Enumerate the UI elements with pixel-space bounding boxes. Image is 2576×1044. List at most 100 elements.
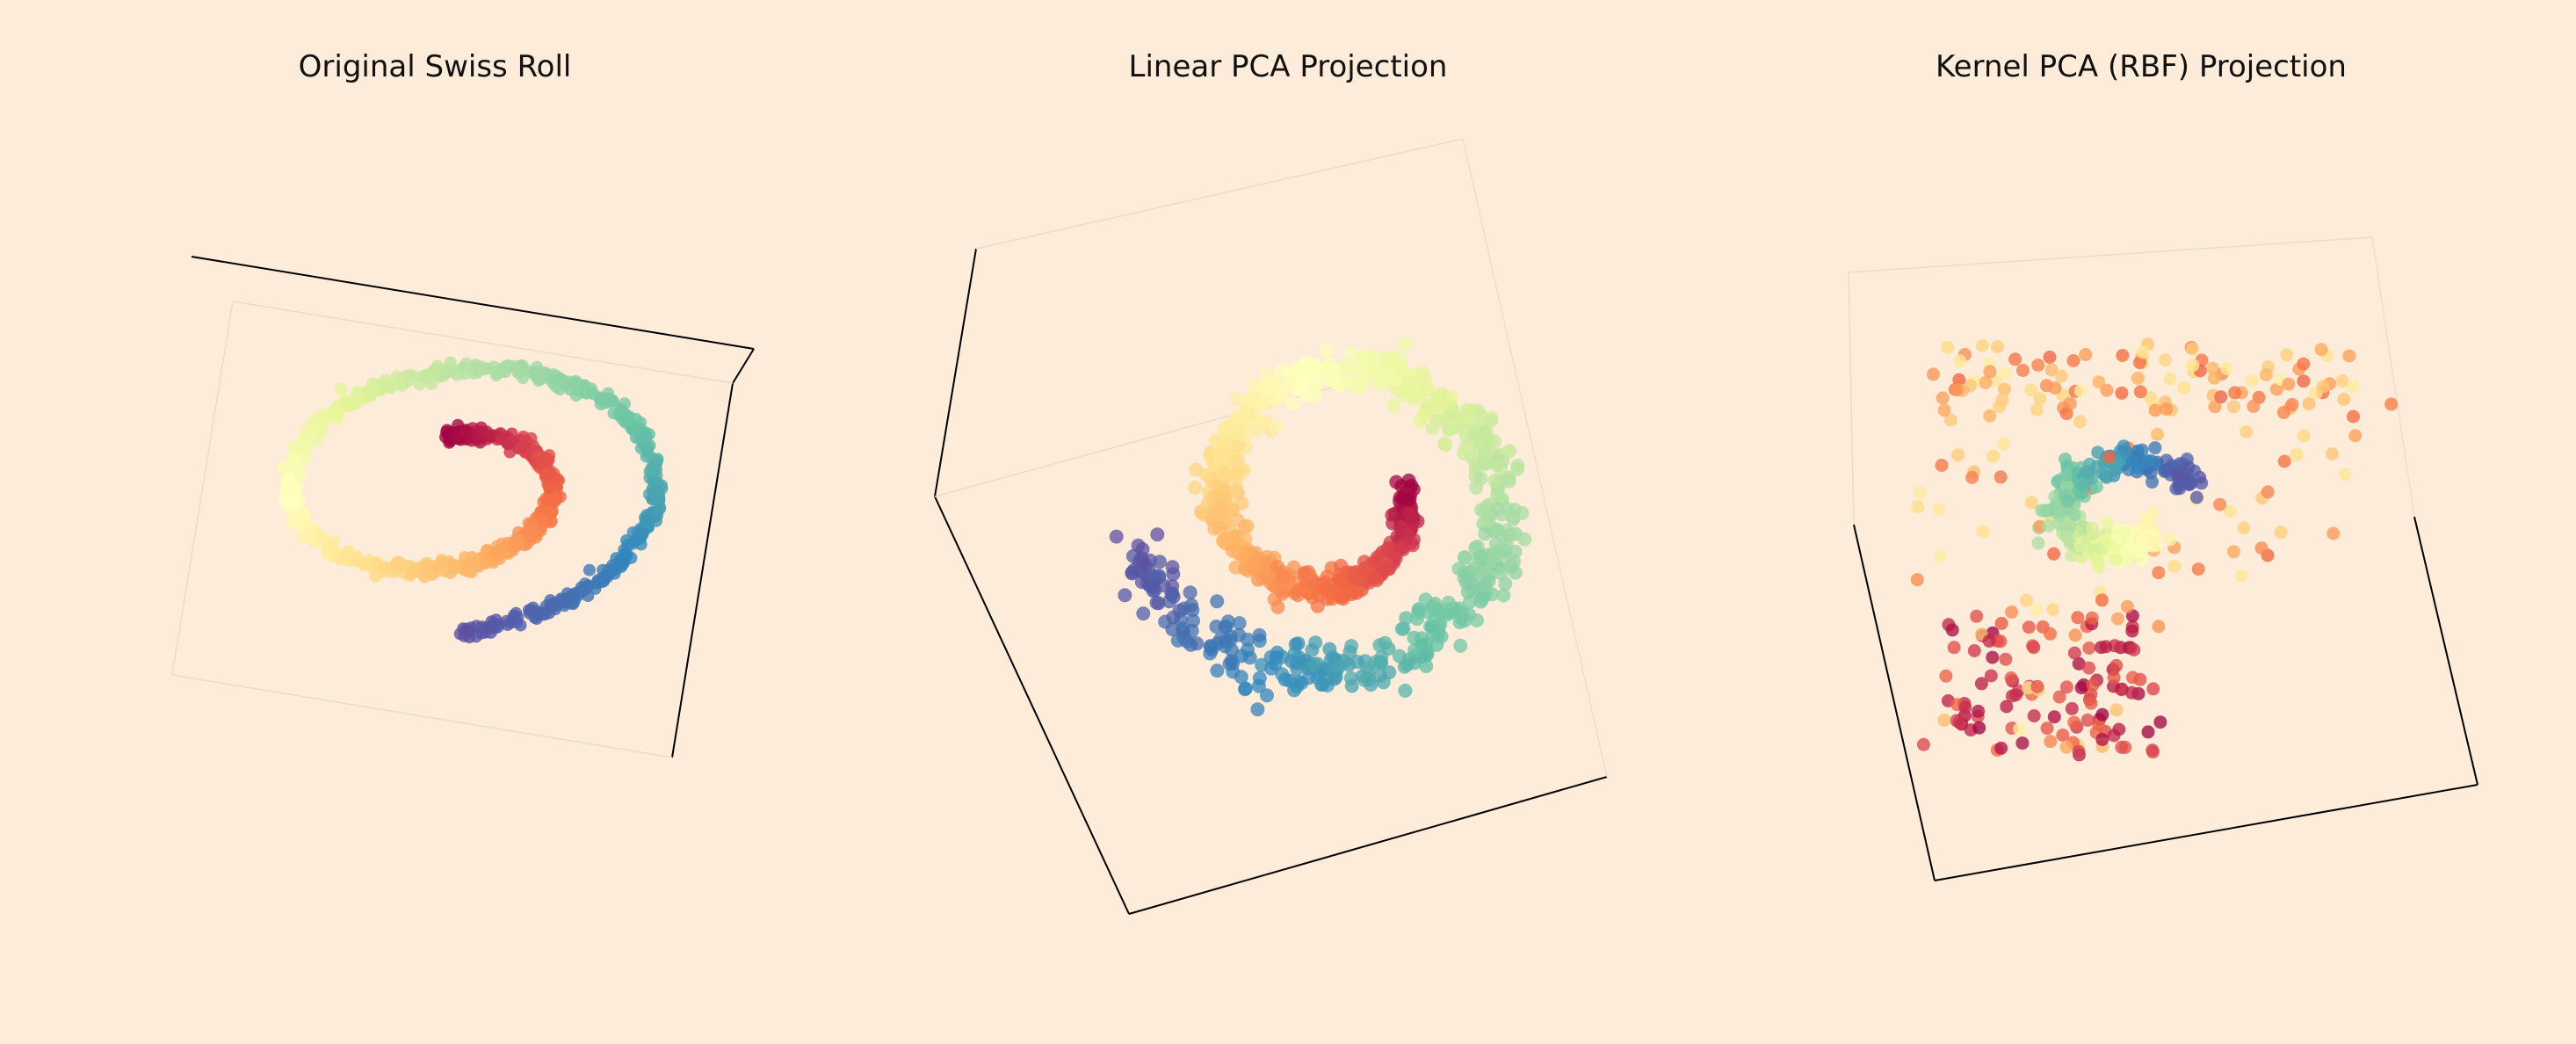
scatter-point [2111,612,2124,626]
scatter-point [1951,448,1965,462]
scatter-point [2125,624,2139,638]
scatter-point [2022,620,2036,634]
scatter-point [2167,560,2182,574]
scatter-point [1301,671,1316,685]
scatter-point [1952,715,1966,729]
scatter-point [1216,489,1231,504]
scatter-point [2109,658,2124,672]
scatter-point [1242,393,1257,408]
scatter-point [2347,380,2361,394]
scatter-point [1420,398,1435,413]
scatter-point [2102,450,2117,464]
scatter-point [2177,381,2191,395]
scatter-point [1203,639,1218,654]
scatter-point [2031,536,2045,550]
scatter-point [1347,569,1362,584]
scatter-point [1399,611,1414,626]
scatter-point [636,528,649,541]
scatter-point [2067,646,2081,660]
scatter-point [1183,585,1198,600]
scatter-point [517,439,531,453]
scatter-point [1473,548,1488,563]
scatter-point [438,565,452,577]
scatter-point [1215,468,1230,482]
scatter-point [2285,397,2299,411]
scatter-point [288,454,301,468]
scatter-point [532,365,546,378]
scatter-point [1995,393,2009,407]
scatter-point [2254,541,2268,555]
scatter-point [2024,383,2038,397]
scatter-point [1953,354,1967,368]
scatter-point [2107,671,2121,685]
scatter-point [2260,368,2273,381]
scatter-point [1407,656,1422,671]
scatter-point [1999,652,2013,666]
scatter-point [556,373,569,387]
scatter-point [1972,721,1986,735]
scatter-point [1976,525,1990,539]
scatter-point [2068,628,2082,642]
scatter-point [476,620,488,634]
scatter-point [2067,715,2081,729]
scatter-point [2033,392,2047,406]
scatter-point [606,562,619,576]
scatter-point [2186,342,2199,356]
scatter-point [2073,384,2088,398]
scatter-point [2214,390,2228,404]
scatter-point [2342,349,2356,363]
scatter-point [2061,494,2075,508]
scatter-point [1910,573,1924,587]
scatter-point [2072,656,2086,671]
scatter-point [2163,533,2177,547]
scatter-point [2125,671,2139,685]
scatter-point [1286,560,1301,575]
scatter-point [1490,502,1505,517]
scatter-point [2136,345,2150,359]
scatter-point [2042,518,2056,533]
scatter-point [2075,476,2088,490]
scatter-point [2120,599,2134,613]
scatter-point [2223,504,2237,518]
scatter-point [1307,366,1322,381]
scatter-point [1994,470,2008,484]
scatter-point [1386,398,1401,413]
scatter-point [2118,526,2132,540]
scatter-point [2159,353,2172,366]
scatter-point [2020,593,2034,607]
scatter-point [628,421,641,434]
scatter-point [2338,468,2352,482]
scatter-point [2073,539,2087,553]
scatter-point [1472,576,1487,591]
scatter-point [2095,593,2109,607]
scatter-point [1401,506,1416,520]
scatter-point [1189,462,1204,477]
scatter-point [2226,545,2240,559]
scatter-point [1489,458,1504,473]
scatter-point [1213,501,1228,516]
scatter-point [1328,671,1342,686]
scatter-point [1936,391,1950,405]
scatter-point [1465,562,1480,576]
scatter-point [1241,632,1255,647]
scatter-point [2004,671,2018,685]
axes-box-original [171,256,755,758]
scatter-point [2115,386,2129,400]
scatter-point [1935,459,1949,472]
scatter-point [2085,611,2099,625]
scatter-point [2082,642,2096,655]
scatter-point [2016,364,2030,377]
scatter-point [1255,657,1269,672]
scatter-point [2044,363,2059,377]
scatter-point [2073,415,2087,429]
scatter-point [1967,644,1981,657]
scatter-point [1994,741,2008,755]
scatter-points-linear-pca [1109,337,1532,717]
scatter-point [360,557,373,570]
scatter-point [541,467,554,480]
scatter-point [1332,658,1347,673]
scatter-point [301,519,315,533]
scatter-point [2145,743,2160,758]
scatter-point [1999,367,2013,381]
scatter-point [1470,613,1484,627]
